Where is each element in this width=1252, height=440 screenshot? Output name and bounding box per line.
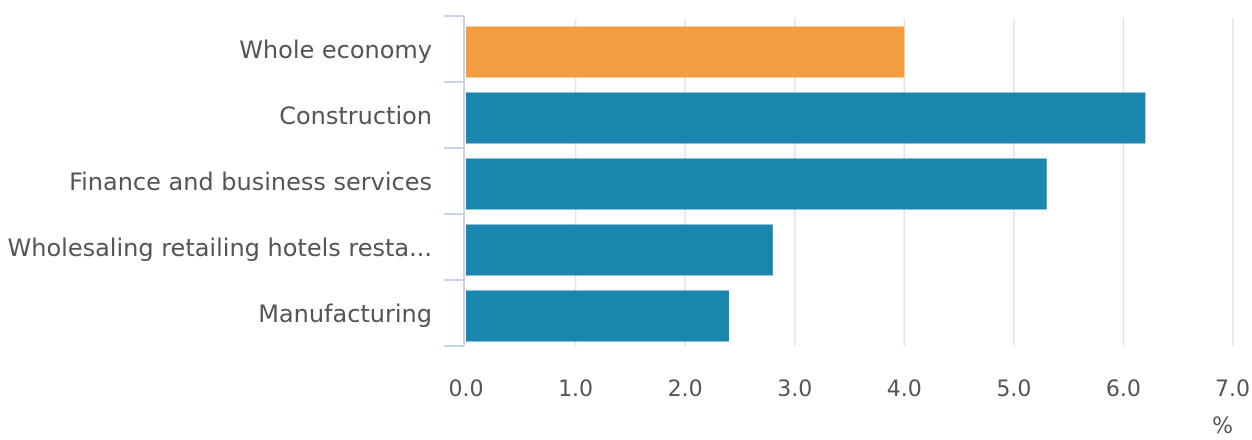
- x-tick-label: 6.0: [1106, 377, 1141, 402]
- category-labels: Whole economy Construction Finance and bus…: [8, 36, 432, 328]
- category-label: Construction: [279, 102, 432, 130]
- x-tick-label: 7.0: [1215, 377, 1250, 402]
- x-axis-unit-label: %: [1212, 414, 1233, 436]
- bar: [466, 158, 1047, 210]
- category-label: Whole economy: [239, 36, 432, 64]
- x-tick-label: 5.0: [996, 377, 1031, 402]
- bar: [466, 26, 905, 78]
- x-tick-label: 1.0: [558, 377, 593, 402]
- y-axis: [444, 15, 465, 347]
- bar: [466, 290, 729, 342]
- x-tick-label: 2.0: [668, 377, 703, 402]
- x-tick-labels: 0.0 1.0 2.0 3.0 4.0 5.0 6.0 7.0: [449, 377, 1251, 402]
- x-tick-label: 4.0: [887, 377, 922, 402]
- x-tick-label: 0.0: [449, 377, 484, 402]
- category-label: Wholesaling retailing hotels resta...: [8, 234, 432, 262]
- bar: [466, 92, 1146, 144]
- x-tick-label: 3.0: [777, 377, 812, 402]
- category-label: Finance and business services: [69, 168, 432, 196]
- category-label: Manufacturing: [258, 300, 432, 328]
- bars: [466, 26, 1146, 342]
- bar: [466, 224, 773, 276]
